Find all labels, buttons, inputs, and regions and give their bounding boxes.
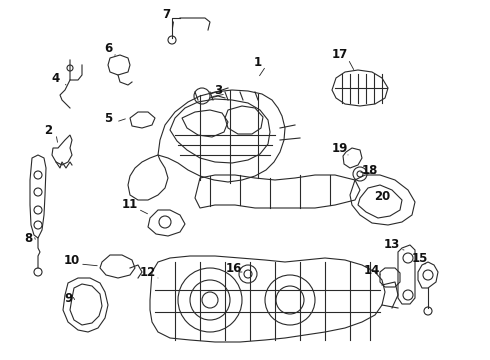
Text: 7: 7: [162, 9, 170, 22]
Text: 15: 15: [412, 252, 428, 265]
Text: 11: 11: [122, 198, 138, 211]
Text: 16: 16: [226, 261, 242, 274]
Text: 5: 5: [104, 112, 112, 125]
Text: 14: 14: [364, 264, 380, 276]
Text: 1: 1: [254, 55, 262, 68]
Text: 6: 6: [104, 41, 112, 54]
Text: 4: 4: [52, 72, 60, 85]
Text: 20: 20: [374, 189, 390, 202]
Text: 17: 17: [332, 49, 348, 62]
Text: 8: 8: [24, 231, 32, 244]
Text: 12: 12: [140, 266, 156, 279]
Text: 13: 13: [384, 238, 400, 252]
Text: 9: 9: [64, 292, 72, 305]
Text: 3: 3: [214, 84, 222, 96]
Text: 19: 19: [332, 141, 348, 154]
Text: 2: 2: [44, 123, 52, 136]
Text: 18: 18: [362, 163, 378, 176]
Text: 10: 10: [64, 253, 80, 266]
